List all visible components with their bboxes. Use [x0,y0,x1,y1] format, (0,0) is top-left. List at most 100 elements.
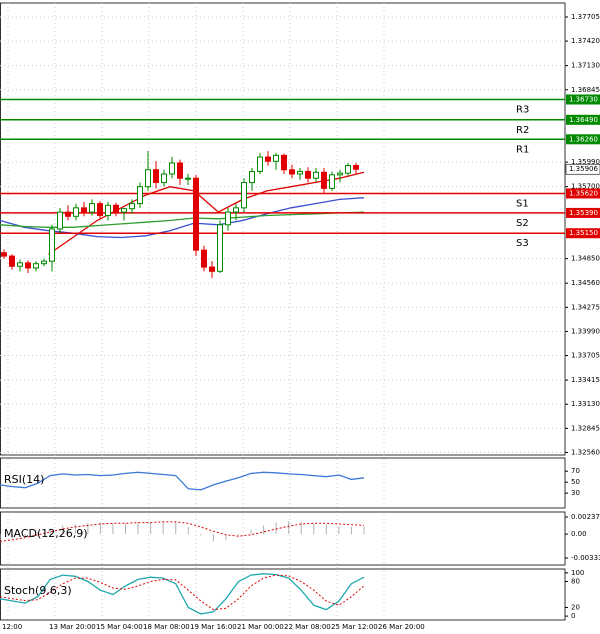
level-price-box [566,207,600,218]
candle-body [281,154,287,171]
candle-body [81,207,87,213]
candle-body [297,170,303,175]
candle-body [233,207,239,213]
candle-body [217,224,223,272]
x-tick-label: 22 Mar 08:00 [284,623,331,631]
panel-title: RSI(14) [4,473,44,486]
level-price-label: 1.35390 [569,209,598,217]
level-price-box [566,134,600,145]
candle-body [105,204,111,216]
level-price-box [566,94,600,105]
level-name: R3 [516,104,529,115]
panel-frame [0,568,566,621]
y-tick-label: 1.37420 [571,37,600,45]
x-tick-label: 25 Mar 12:00 [331,623,378,631]
candle-body [49,228,55,262]
panel-frame [0,2,566,456]
panel-title: MACD(12,26,9) [4,527,88,540]
candle-body [177,162,183,179]
candle-body [33,263,39,269]
candle-body [257,156,263,172]
candle-body [65,211,71,217]
indicator-line [0,471,365,491]
indicator-line [0,197,365,239]
y-tick-label: 0.00 [571,530,587,538]
candle-body [289,169,295,175]
level-price-label: 1.36730 [569,95,598,103]
candle-body [89,203,95,213]
level-price-label: 1.36490 [569,116,598,124]
y-tick-label: 20 [571,603,580,611]
x-tick-label: 19 Mar 16:00 [190,623,237,631]
y-tick-label: 1.34850 [571,255,600,263]
candle-body [73,207,79,217]
y-tick-label: 1.33415 [571,376,600,384]
candle-body [121,208,127,213]
y-tick-label: 1.33990 [571,327,600,335]
indicator-line [0,574,365,611]
candle-body [169,162,175,175]
candle-body [1,252,7,257]
candle-body [353,165,359,170]
candle-body [241,181,247,209]
candle-body [337,172,343,176]
y-tick-label: 100 [571,569,584,577]
candle-body [145,169,151,188]
y-tick-label: 80 [571,578,580,586]
candle-body [161,173,167,183]
candle-body [153,169,159,183]
candle-body [305,170,311,179]
y-tick-label: 1.33705 [571,352,600,360]
candle-body [97,203,103,216]
y-tick-label: 0.00237 [571,513,600,521]
candle-body [113,204,119,213]
indicator-line [0,573,365,615]
candle-body [313,171,319,179]
current-price-label: 1.35906 [569,165,598,173]
candle-body [41,260,47,265]
x-tick-label: 13 Mar 20:00 [49,623,96,631]
y-tick-label: 50 [571,478,580,486]
candle-body [249,170,255,183]
level-name: S3 [516,238,529,249]
y-tick-label: 1.32845 [571,424,600,432]
level-price-label: 1.35620 [569,189,598,197]
indicator-line [0,521,365,542]
candle-body [129,203,135,210]
panel-frame [0,457,566,509]
level-price-label: 1.35150 [569,229,598,237]
level-price-box [566,188,600,199]
y-tick-label: 1.36845 [571,86,600,94]
y-tick-label: 1.34275 [571,303,600,311]
x-tick-label: 15 Mar 04:00 [96,623,143,631]
x-tick-label: 18 Mar 08:00 [143,623,190,631]
y-tick-label: 1.33130 [571,400,600,408]
level-name: S2 [516,218,529,229]
y-tick-label: 1.34560 [571,279,600,287]
candle-body [137,186,143,205]
candle-body [9,255,15,267]
level-name: S1 [516,198,529,209]
y-tick-label: 1.32560 [571,448,600,456]
candle-body [185,177,191,180]
y-tick-label: 1.37130 [571,62,600,70]
x-tick-label: 26 Mar 20:00 [378,623,425,631]
candle-body [273,154,279,162]
candle-body [329,174,335,189]
y-tick-label: 70 [571,467,580,475]
candle-body [25,262,31,269]
candle-body [321,171,327,189]
y-tick-label: 1.37705 [571,13,600,21]
candle-body [201,249,207,268]
candle-body [345,165,351,174]
y-tick-label: 30 [571,489,580,497]
candle-body [193,177,199,251]
level-price-box [566,114,600,125]
level-price-box [566,228,600,239]
panel-title: Stoch(9,6,3) [4,584,72,597]
candle-body [225,211,231,226]
x-tick-label: 12:00 [2,623,22,631]
candle-body [265,156,271,162]
candle-body [209,266,215,272]
